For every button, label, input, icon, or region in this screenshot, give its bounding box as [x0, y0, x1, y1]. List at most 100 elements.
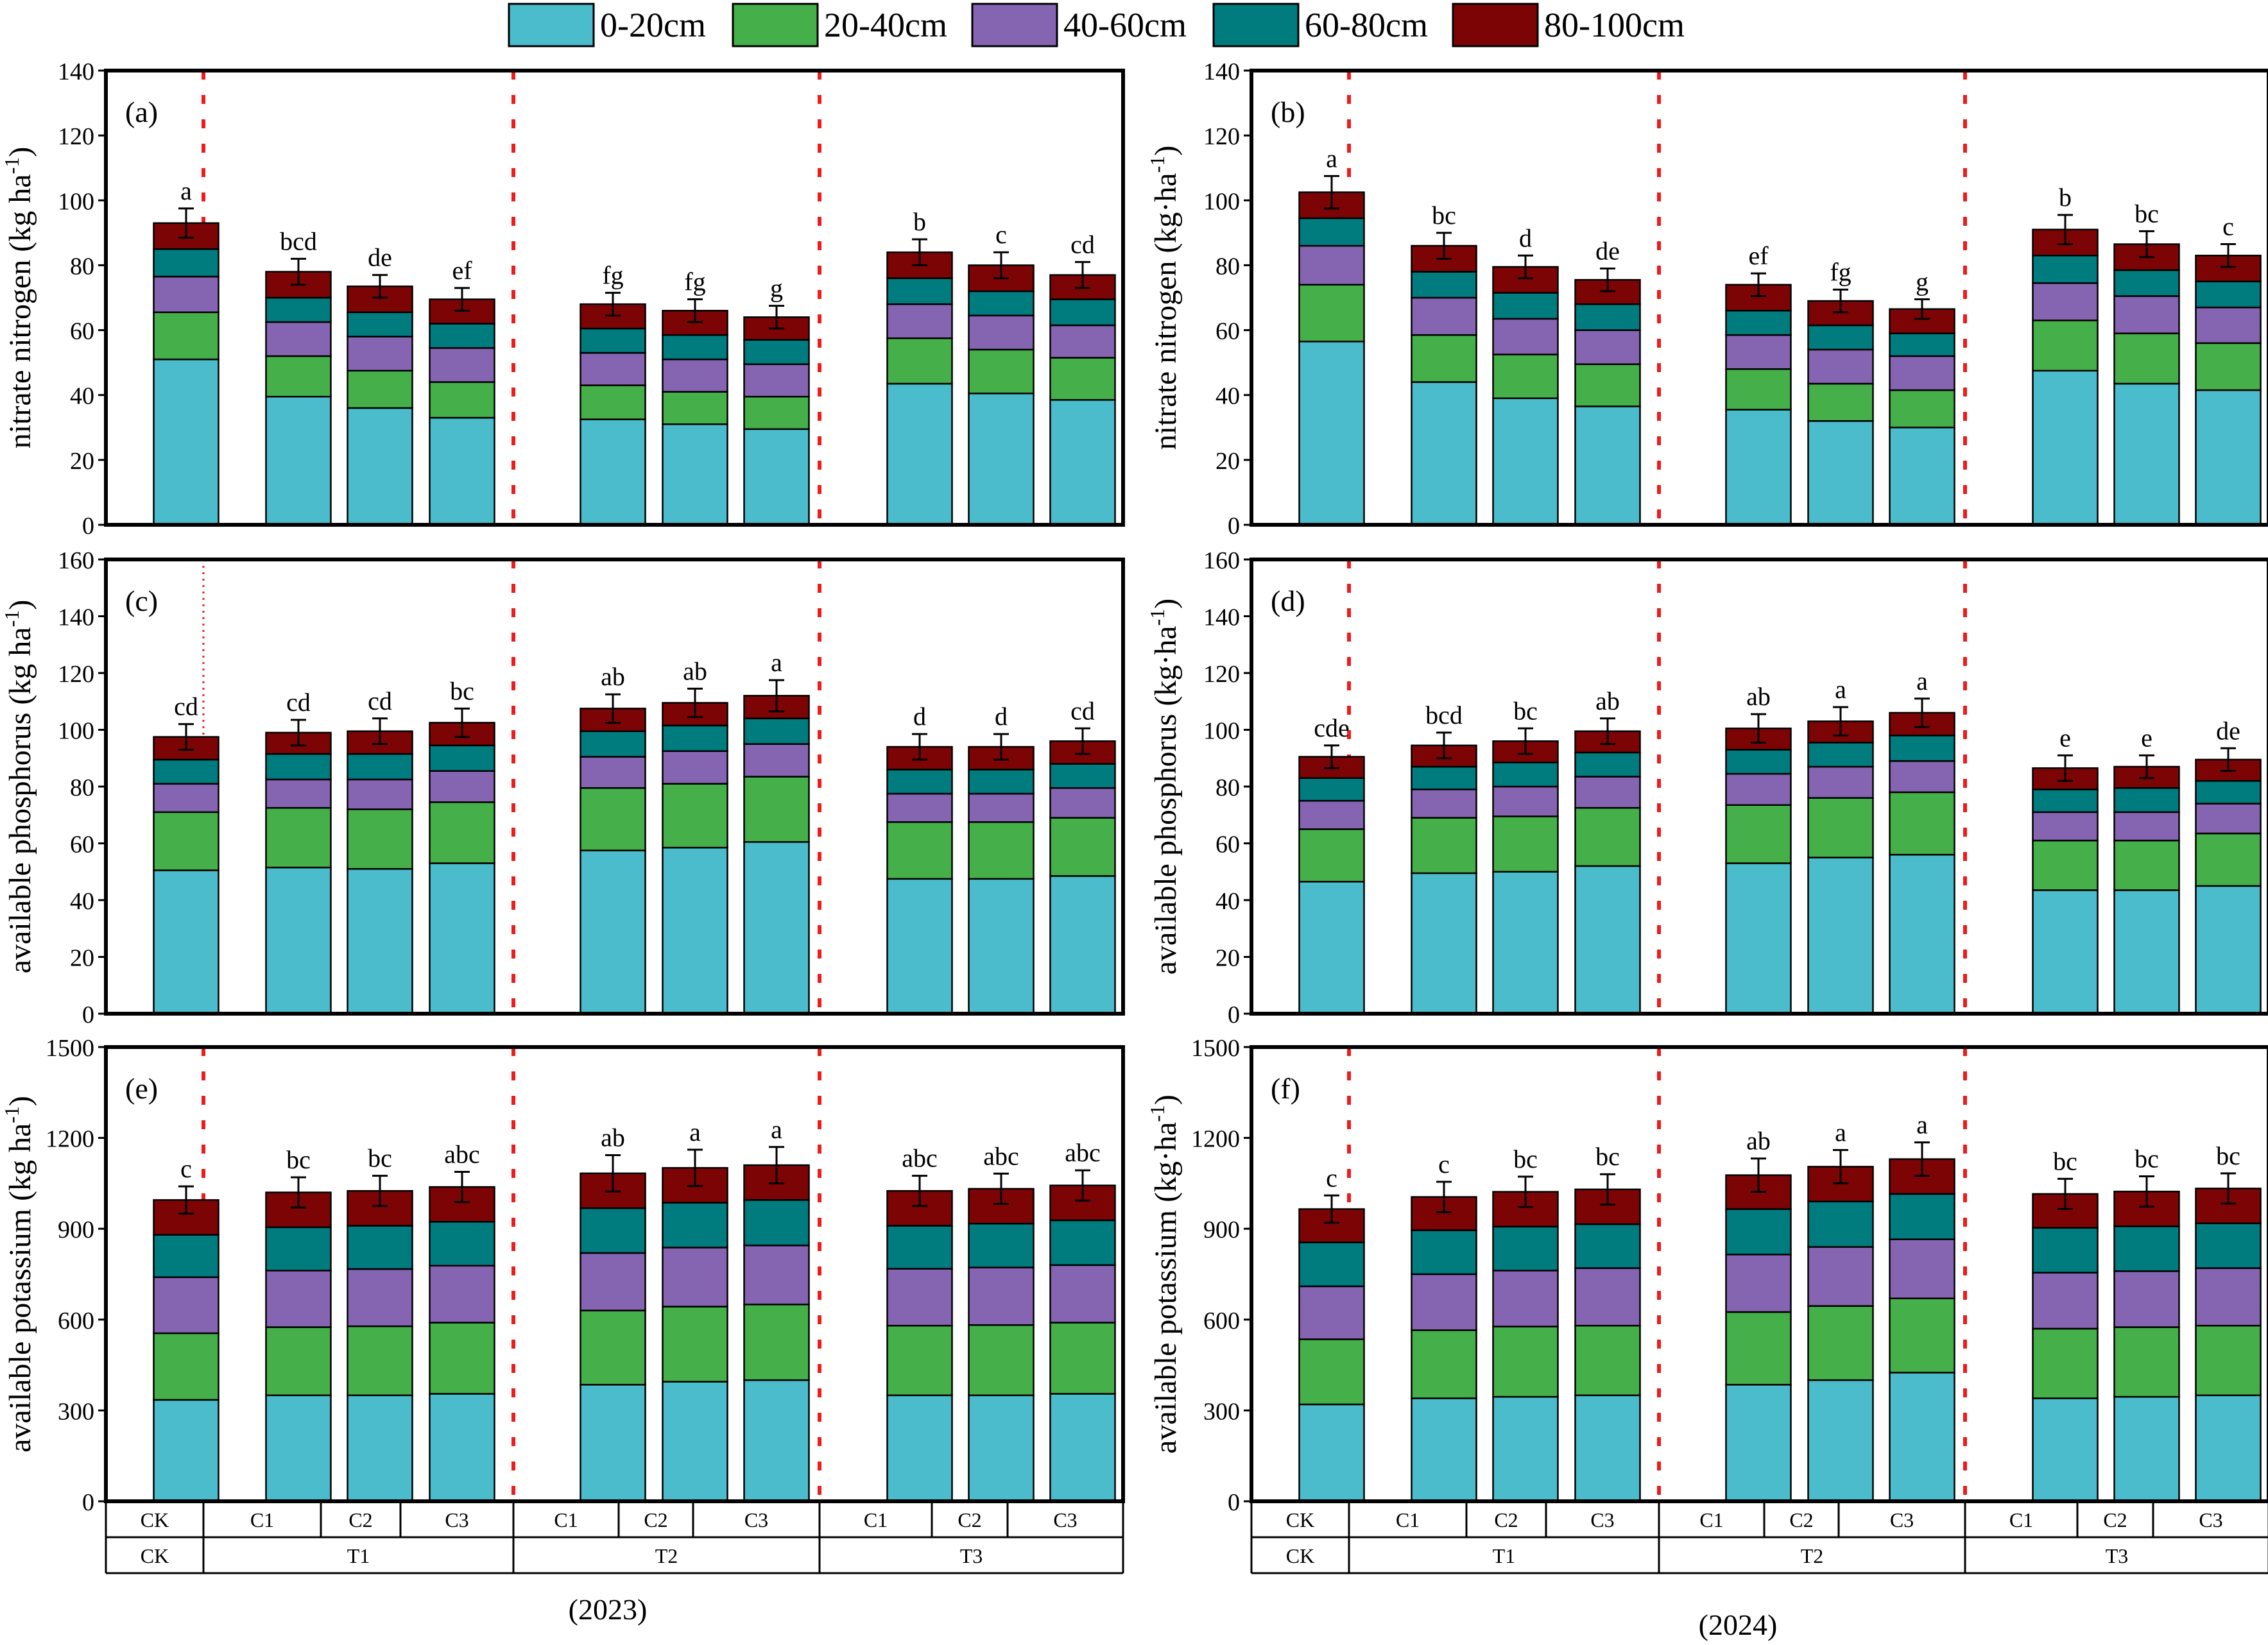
bar-segment-0-20cm	[1049, 875, 1116, 1015]
y-axis-label-close: )	[3, 147, 37, 157]
bar-segment-60-80cm	[2032, 1227, 2099, 1274]
bar-segment-0-20cm	[743, 1379, 810, 1503]
bar-segment-60-80cm	[1889, 735, 1955, 762]
bar-segment-40-60cm	[1889, 355, 1955, 391]
y-tick-label: 120	[1203, 661, 1240, 688]
significance-letter: bc	[1432, 201, 1456, 230]
y-tick-label: 0	[82, 513, 94, 540]
legend-swatch-3	[1212, 3, 1300, 47]
significance-letter: ab	[1746, 682, 1771, 711]
plot-frame	[104, 69, 1125, 527]
significance-letter: a	[1835, 675, 1846, 704]
x-label-level2: CK	[141, 1544, 169, 1567]
significance-letter: c	[995, 220, 1007, 249]
bar-segment-20-40cm	[1807, 1305, 1874, 1381]
bar-segment-40-60cm	[265, 1270, 332, 1328]
y-axis-label-main: available potassium (kg·ha	[1149, 1122, 1183, 1454]
x-label-level2: T2	[1801, 1544, 1824, 1567]
bar-segment-20-40cm	[1574, 806, 1641, 867]
bar-segment-0-20cm	[1411, 1397, 1477, 1503]
bar-segment-20-40cm	[968, 1324, 1035, 1397]
chart-panels: 0 20 40 60 80 100 120 140 nitrate nitrogen (kg h…	[0, 58, 2268, 1516]
bar-segment-0-20cm	[153, 1399, 219, 1503]
bar-segment-60-80cm	[662, 334, 728, 361]
bar-segment-60-80cm	[429, 744, 495, 772]
bar-segment-60-80cm	[1574, 303, 1641, 331]
bar-segment-20-40cm	[265, 355, 332, 398]
bar-segment-0-20cm	[886, 1394, 953, 1503]
bar-segment-60-80cm	[886, 1225, 953, 1270]
y-tick-label: 100	[58, 718, 94, 745]
bar-segment-60-80cm	[2113, 1225, 2180, 1272]
x-label-level1: C2	[348, 1508, 372, 1531]
x-label-level1: C2	[2103, 1508, 2127, 1531]
y-tick-label: 120	[58, 661, 94, 688]
bar-segment-20-40cm	[2195, 832, 2262, 887]
y-axis-label: nitrate nitrogen (kg·ha-1)	[1146, 146, 1183, 450]
panel-label: (b)	[1271, 96, 1305, 128]
bar-segment-20-40cm	[1807, 382, 1874, 422]
plot-frame	[104, 558, 1125, 1016]
bar-segment-40-60cm	[662, 1247, 728, 1308]
bar-segment-0-20cm	[1574, 405, 1641, 526]
significance-letter: c	[180, 1154, 192, 1183]
y-axis-label: available potassium (kg·ha-1)	[1146, 1095, 1183, 1454]
bar-segment-40-60cm	[429, 1265, 495, 1324]
bar-segment-40-60cm	[1492, 318, 1559, 355]
significance-letter: a	[771, 1115, 782, 1144]
bar-segment-60-80cm	[1411, 1229, 1477, 1275]
y-tick-label: 0	[82, 1001, 94, 1028]
bar-segment-60-80cm	[886, 277, 953, 305]
bar-segment-40-60cm	[2195, 803, 2262, 835]
bar-segment-20-40cm	[1492, 815, 1559, 873]
bar-segment-60-80cm	[1574, 1223, 1641, 1269]
bar-segment-60-80cm	[1298, 777, 1365, 802]
year-label-2023: (2023)	[569, 1593, 648, 1626]
bar-segment-20-40cm	[1049, 1322, 1116, 1395]
bar-segment-60-80cm	[2113, 787, 2180, 814]
significance-letter: a	[1916, 667, 1928, 695]
bar-segment-20-40cm	[1725, 368, 1792, 411]
significance-letter: bc	[2216, 1141, 2240, 1170]
y-tick-label: 60	[70, 318, 94, 345]
legend-label-0: 0-20cm	[600, 6, 706, 44]
bar-segment-60-80cm	[580, 1207, 646, 1254]
significance-letter: a	[180, 176, 192, 205]
bar-segment-40-60cm	[347, 1268, 413, 1327]
y-axis-label-main: nitrate nitrogen (kg·ha	[1149, 173, 1183, 450]
legend-label-4: 80-100cm	[1544, 6, 1685, 44]
x-label-level1: C2	[1789, 1508, 1813, 1531]
significance-letter: d	[913, 702, 926, 731]
y-tick-label: 100	[58, 188, 94, 215]
x-label-level1: C1	[864, 1508, 888, 1531]
significance-letter: ab	[1746, 1127, 1771, 1155]
bar-segment-0-20cm	[1049, 399, 1116, 526]
bar-segment-0-20cm	[1492, 871, 1559, 1015]
bar-segment-20-40cm	[886, 337, 953, 385]
bar-segment-20-40cm	[1492, 1325, 1559, 1398]
legend-label-2: 40-60cm	[1063, 6, 1187, 44]
significance-letter: abc	[902, 1144, 938, 1173]
bar-segment-40-60cm	[1049, 324, 1116, 359]
significance-letter: bc	[1513, 1145, 1538, 1173]
x-label-level1: C3	[1890, 1508, 1914, 1531]
bar-segment-60-80cm	[2195, 1222, 2262, 1269]
y-axis-label: available phosphorus (kg ha-1)	[0, 600, 37, 974]
bar-segment-40-60cm	[1574, 776, 1641, 809]
bar-segment-0-20cm	[347, 1394, 413, 1503]
y-tick-label: 300	[1203, 1398, 1240, 1425]
significance-letter: a	[689, 1118, 701, 1146]
bar-segment-40-60cm	[265, 778, 332, 809]
bar-segment-40-60cm	[743, 1244, 810, 1306]
bar-segment-0-20cm	[1807, 857, 1874, 1015]
y-tick-label: 40	[70, 888, 94, 915]
y-tick-label: 0	[1228, 1001, 1240, 1028]
bar-segment-20-40cm	[265, 806, 332, 869]
plot-frame	[1250, 69, 2268, 527]
significance-letter: bc	[2135, 1145, 2159, 1173]
y-tick-label: 160	[58, 547, 94, 574]
bar-segment-60-80cm	[1492, 1225, 1559, 1272]
bar-segment-0-20cm	[153, 358, 219, 526]
bar-segment-0-20cm	[1725, 862, 1792, 1015]
bar-segment-40-60cm	[2032, 811, 2099, 842]
